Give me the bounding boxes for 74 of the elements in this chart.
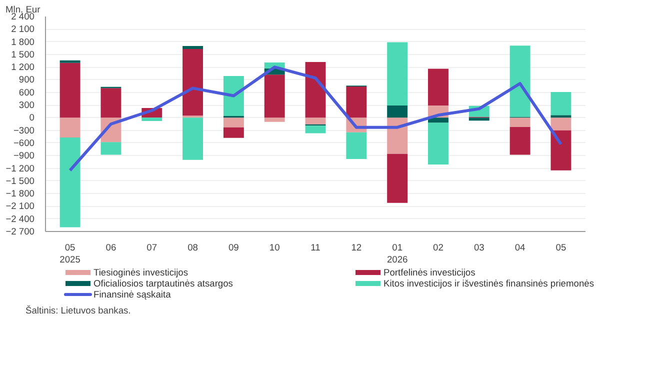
bar [264,118,285,122]
bar [60,60,80,63]
bar [100,142,122,155]
bar [510,118,530,127]
bar [387,42,408,106]
x-tick-label: 12 [351,242,362,252]
bar [550,130,572,170]
legend-label: Kitos investicijos ir išvestinės finansinės priemonės [384,278,594,288]
legend-label: Portfelinės investicijos [384,268,476,278]
x-tick-label: 08 [188,242,198,252]
bar [223,76,244,116]
x-tick-label: 05 2025 [60,242,80,264]
x-tick-label: 10 [269,242,280,252]
legend-label: Tiesioginės investicijos [94,268,188,278]
y-tick-label: 0 [29,112,35,123]
bar [305,118,326,124]
bar [428,118,448,123]
y-tick-label: −1 500 [6,176,35,186]
bar [60,62,80,118]
bar [387,154,408,203]
bar [387,118,408,154]
x-tick-label: 01 2026 [386,242,408,264]
bar [550,115,572,118]
y-tick-label: −600 [13,138,35,148]
bar [387,105,408,118]
bar [346,132,367,159]
y-tick-label: 300 [18,100,35,110]
bar [550,118,572,130]
line-series [68,66,562,172]
x-tick-label: 05 [556,242,566,252]
y-tick-label: −2 100 [6,201,35,212]
x-tick-label: 06 [106,242,116,252]
bar [346,86,367,118]
bar [223,118,244,128]
bar [264,74,285,118]
bar [182,48,203,116]
legend-label: Finansinė sąskaita [94,290,172,300]
y-tick-label: −1 800 [6,188,35,199]
bar [182,46,203,49]
y-tick-label: −900 [13,150,35,161]
bar [182,118,203,160]
y-tick-label: −300 [13,125,35,136]
y-tick-label: 1 800 [11,36,34,47]
x-tick-label: 09 [228,242,239,252]
y-tick-label: 2 400 [11,12,34,22]
y-tick-label: 2 100 [11,24,34,34]
bar [428,122,448,164]
bar [510,126,530,155]
y-tick-label: −1 200 [6,163,35,174]
bar [305,62,326,118]
y-tick-label: 600 [18,87,35,98]
y-tick-label: 1 500 [11,49,34,60]
bar [223,127,244,138]
y-tick-label: 1 200 [11,62,34,72]
x-tick-label: 03 [474,242,484,252]
bar [60,118,80,138]
bar [100,88,122,118]
y-tick-label: −2 700 [6,226,35,236]
y-tick-label: 900 [18,74,35,85]
bar [142,118,162,122]
bar [428,68,448,106]
bar [550,92,572,116]
y-axis-title: Mln. Eur [6,4,40,14]
x-tick-label: 07 [146,242,158,252]
x-tick-label: 02 [433,242,444,252]
bar [305,126,326,134]
text: Šaltinis: Lietuvos bankas. [26,304,131,316]
bar [510,46,530,117]
bar [60,137,80,228]
y-tick-label: −2 400 [6,214,35,224]
bar [468,118,490,121]
legend-label: Oficialiosios tarptautinės atsargos [94,278,234,288]
x-tick-label: 11 [310,242,320,252]
x-tick-label: 04 [514,242,526,252]
